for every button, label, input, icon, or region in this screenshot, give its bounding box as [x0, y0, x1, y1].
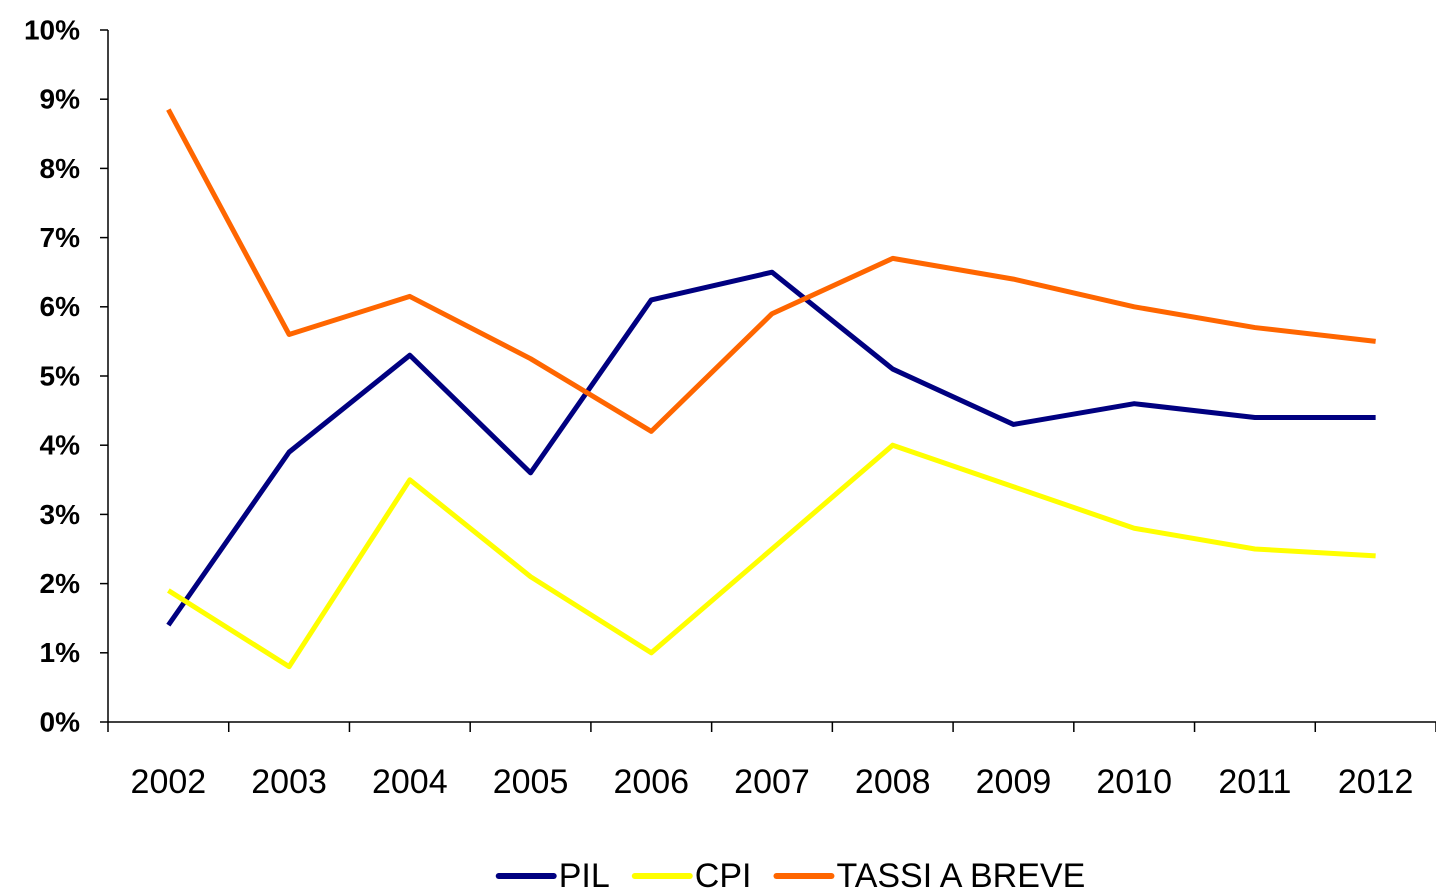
y-tick-label: 7% — [40, 222, 81, 253]
y-tick-label: 1% — [40, 637, 81, 668]
y-tick-label: 6% — [40, 291, 81, 322]
y-tick-label: 0% — [40, 706, 81, 737]
y-tick-label: 8% — [40, 153, 81, 184]
y-tick-label: 2% — [40, 568, 81, 599]
x-tick-label: 2004 — [372, 763, 448, 801]
x-tick-label: 2005 — [493, 763, 569, 801]
y-tick-label: 3% — [40, 499, 81, 530]
legend-label: CPI — [695, 857, 752, 893]
y-tick-label: 10% — [24, 14, 80, 45]
x-tick-label: 2010 — [1096, 763, 1172, 801]
legend-label: TASSI A BREVE — [836, 857, 1085, 893]
series-line — [166, 108, 1376, 434]
x-tick-label: 2009 — [976, 763, 1052, 801]
series-line — [167, 442, 1376, 670]
x-tick-label: 2008 — [855, 763, 931, 801]
y-tick-label: 9% — [40, 84, 81, 115]
x-tick-label: 2006 — [613, 763, 689, 801]
x-tick-label: 2003 — [251, 763, 327, 801]
x-tick-label: 2007 — [734, 763, 810, 801]
series-line — [166, 269, 1376, 627]
x-tick-label: 2002 — [131, 763, 207, 801]
legend-label: PIL — [559, 857, 610, 893]
y-tick-label: 4% — [40, 430, 81, 461]
x-tick-label: 2011 — [1218, 763, 1291, 801]
y-tick-label: 5% — [40, 360, 81, 391]
x-tick-label: 2012 — [1338, 763, 1414, 801]
